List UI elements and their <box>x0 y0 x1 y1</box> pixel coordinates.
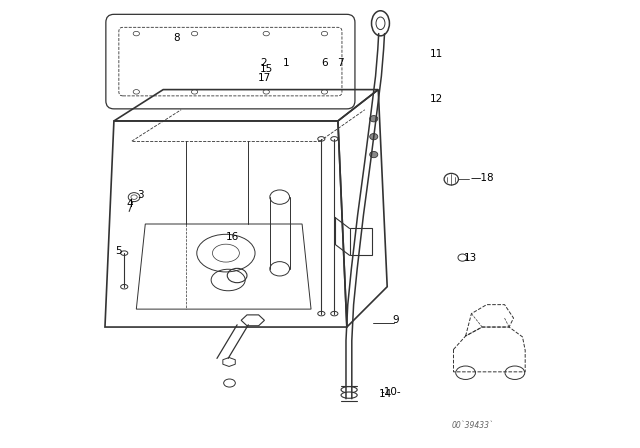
Text: 1: 1 <box>283 58 290 68</box>
Text: 11: 11 <box>430 49 443 59</box>
Text: -10-: -10- <box>380 387 401 397</box>
FancyBboxPatch shape <box>119 27 342 96</box>
Text: 4: 4 <box>126 199 133 209</box>
Ellipse shape <box>370 116 378 122</box>
Ellipse shape <box>370 134 378 140</box>
Text: 9: 9 <box>393 315 399 325</box>
Text: 8: 8 <box>173 33 180 43</box>
Text: 5: 5 <box>115 246 122 256</box>
FancyBboxPatch shape <box>106 14 355 109</box>
Ellipse shape <box>370 151 378 158</box>
Text: 14: 14 <box>378 389 392 399</box>
Text: 00`39433`: 00`39433` <box>451 421 493 430</box>
Text: 13: 13 <box>463 253 477 263</box>
Text: 3: 3 <box>138 190 144 200</box>
Text: 17: 17 <box>257 73 271 83</box>
Polygon shape <box>241 315 264 326</box>
Ellipse shape <box>341 392 357 398</box>
Text: 16: 16 <box>226 233 239 242</box>
Text: 7: 7 <box>337 58 344 68</box>
Polygon shape <box>223 358 236 366</box>
Text: 15: 15 <box>260 65 273 74</box>
Text: 12: 12 <box>430 94 443 103</box>
Text: 2: 2 <box>260 58 268 68</box>
Text: —18: —18 <box>471 173 495 183</box>
Ellipse shape <box>341 387 357 393</box>
Text: 6: 6 <box>321 58 328 68</box>
